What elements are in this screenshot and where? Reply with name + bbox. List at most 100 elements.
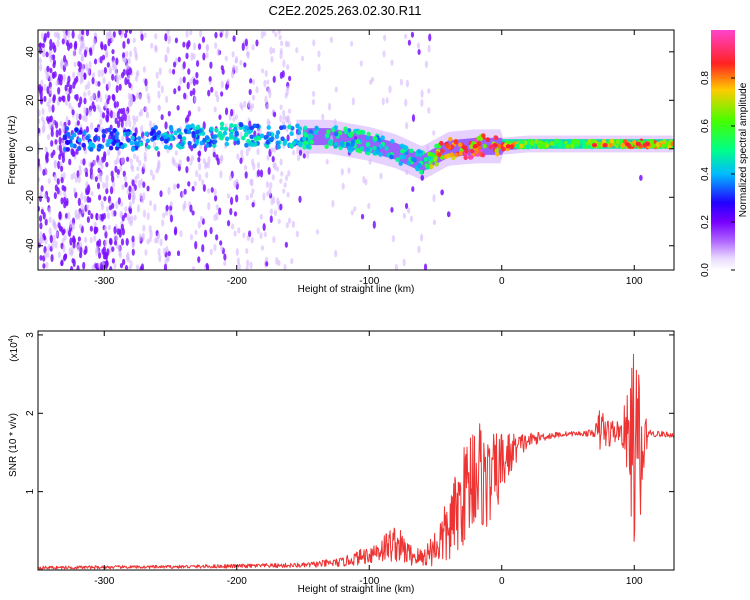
noise-blob: [266, 154, 270, 161]
noise-blob: [39, 191, 43, 198]
ridge-blob: [97, 143, 103, 149]
noise-blob: [360, 213, 365, 220]
noise-blob: [141, 232, 145, 241]
noise-blob: [138, 159, 142, 167]
noise-blob: [208, 76, 212, 82]
noise-blob: [102, 181, 106, 189]
ridge-blob: [615, 139, 621, 144]
noise-blob: [83, 72, 87, 79]
ridge-blob: [144, 131, 149, 137]
noise-blob: [220, 65, 224, 71]
noise-blob: [124, 264, 129, 270]
noise-blob: [111, 246, 115, 252]
noise-blob: [277, 218, 281, 224]
noise-blob: [195, 71, 199, 79]
noise-blob: [86, 204, 90, 210]
noise-blob: [142, 66, 146, 73]
noise-blob: [226, 193, 231, 199]
noise-blob: [256, 148, 260, 156]
noise-blob: [77, 175, 81, 184]
ridge-blob: [395, 157, 400, 163]
noise-blob: [189, 90, 193, 97]
noise-blob: [107, 224, 112, 231]
noise-blob: [82, 158, 86, 166]
ridge-blob: [85, 135, 90, 141]
noise-blob: [61, 152, 65, 158]
noise-blob: [97, 90, 101, 99]
noise-blob: [286, 41, 291, 48]
noise-blob: [199, 30, 203, 38]
noise-blob: [100, 69, 104, 78]
noise-blob: [74, 94, 78, 100]
ridge-blob: [191, 133, 196, 139]
ridge-blob: [250, 142, 255, 148]
noise-blob: [205, 43, 210, 53]
noise-blob: [65, 201, 69, 207]
ridge-blob: [494, 148, 499, 154]
noise-blob: [250, 103, 255, 109]
noise-blob: [236, 153, 240, 160]
noise-blob: [91, 72, 96, 79]
noise-blob: [232, 35, 236, 42]
noise-blob: [71, 30, 75, 39]
noise-blob: [184, 117, 189, 124]
ridge-blob: [266, 125, 271, 130]
noise-blob: [45, 261, 49, 269]
ridge-blob: [154, 146, 159, 151]
ridge-blob: [163, 138, 169, 144]
noise-blob: [295, 230, 299, 238]
noise-blob: [286, 114, 291, 122]
noise-blob: [43, 32, 48, 41]
ridge-blob: [302, 136, 307, 142]
noise-blob: [370, 76, 375, 83]
noise-blob: [245, 247, 249, 255]
noise-blob: [265, 181, 270, 189]
snr-scale-factor: (x104): [8, 335, 20, 362]
noise-blob: [290, 257, 294, 265]
ridge-blob: [120, 144, 125, 150]
noise-blob: [77, 236, 81, 242]
noise-blob: [132, 115, 136, 121]
noise-blob: [284, 92, 288, 99]
noise-blob: [69, 237, 73, 246]
noise-blob: [405, 169, 409, 176]
noise-blob: [112, 111, 116, 119]
noise-blob: [72, 258, 76, 268]
streak-blob: [446, 211, 451, 218]
noise-blob: [182, 61, 186, 70]
ridge-blob: [529, 140, 535, 146]
ridge-blob: [233, 126, 238, 132]
ridge-blob: [333, 125, 338, 130]
noise-blob: [119, 165, 123, 173]
noise-blob: [38, 127, 41, 134]
snr-panel: -300 -200 -100 0 100 1 2 3 Height of straight …: [8, 330, 675, 595]
noise-blob: [213, 195, 218, 202]
noise-blob: [173, 228, 178, 236]
noise-blob: [420, 89, 424, 98]
noise-blob: [298, 149, 303, 156]
noise-blob: [214, 90, 218, 98]
noise-blob: [105, 174, 109, 182]
noise-blob: [83, 97, 87, 105]
ridge-blob: [482, 143, 488, 149]
noise-blob: [198, 162, 202, 171]
noise-blob: [80, 192, 84, 201]
noise-blob: [166, 46, 170, 54]
noise-blob: [432, 130, 436, 136]
noise-blob: [333, 118, 337, 125]
noise-blob: [51, 104, 55, 113]
noise-blob: [311, 98, 316, 106]
noise-blob: [131, 125, 135, 131]
noise-blob: [235, 65, 239, 74]
noise-blob: [78, 223, 83, 229]
noise-blob: [128, 201, 133, 209]
noise-blob: [124, 32, 128, 39]
noise-blob: [253, 130, 257, 138]
noise-blob: [63, 253, 67, 261]
noise-blob: [189, 30, 193, 36]
noise-blob: [159, 238, 163, 247]
noise-blob: [194, 241, 198, 250]
noise-blob: [247, 100, 251, 108]
noise-blob: [72, 242, 76, 249]
noise-blob: [45, 72, 49, 81]
